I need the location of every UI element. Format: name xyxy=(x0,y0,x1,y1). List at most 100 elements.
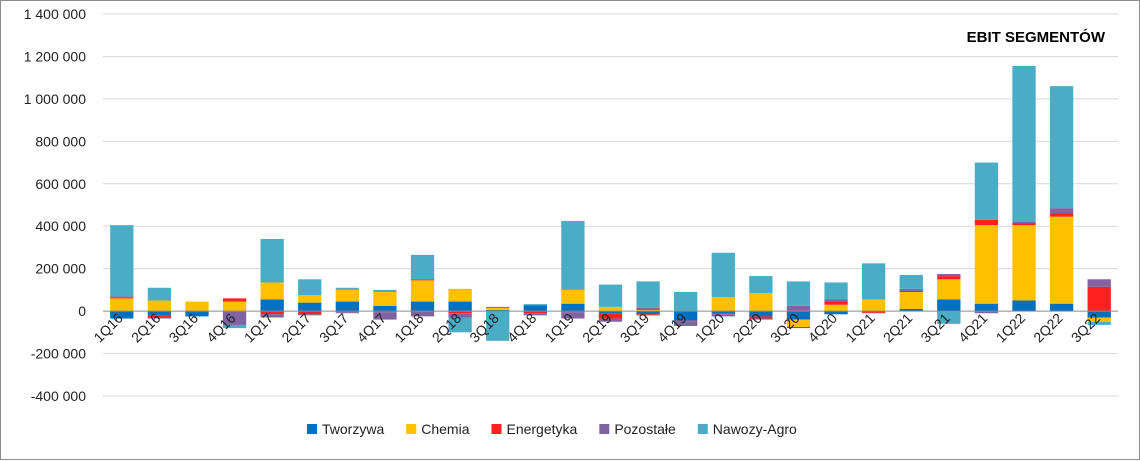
bar-segment xyxy=(636,307,660,311)
y-tick-label: 0 xyxy=(78,303,86,319)
legend-label: Energetyka xyxy=(506,421,577,437)
legend-item: Tworzywa xyxy=(307,421,384,437)
bar-segment xyxy=(974,162,999,220)
bar-segment xyxy=(861,299,886,312)
bar-segment xyxy=(561,311,585,313)
bar-segment xyxy=(185,301,209,312)
bar-segment xyxy=(373,289,397,293)
bar-segment xyxy=(298,311,322,315)
bar-segment xyxy=(711,297,735,312)
bar-segment xyxy=(674,320,698,322)
bar-segment xyxy=(222,324,247,329)
bar-segment xyxy=(937,276,961,280)
bar-segment xyxy=(523,311,547,314)
bar-segment xyxy=(974,225,999,304)
bar-segment xyxy=(899,308,923,312)
bar-segment xyxy=(410,280,435,302)
bar-segment xyxy=(147,311,172,316)
bar-segment xyxy=(448,301,472,312)
legend-swatch xyxy=(406,424,417,434)
legend-swatch xyxy=(491,424,502,434)
bar-segment xyxy=(1087,311,1111,318)
bar-segment xyxy=(1049,213,1074,217)
bar-segment xyxy=(937,279,961,300)
bar-segment xyxy=(185,311,209,317)
bar-segment xyxy=(937,299,961,312)
bar-segment xyxy=(110,311,134,319)
bar-segment xyxy=(298,314,322,316)
bar-segment xyxy=(636,314,660,316)
legend-item: Chemia xyxy=(406,421,470,437)
bar-segment xyxy=(711,252,735,298)
y-tick-label: 800 000 xyxy=(35,133,86,149)
bar-segment xyxy=(260,282,284,300)
bar-segment xyxy=(899,288,923,291)
bar-segment xyxy=(974,219,999,226)
bar-segment xyxy=(711,314,735,317)
x-tick-label: 2Q21 xyxy=(880,310,916,346)
legend-label: Tworzywa xyxy=(322,421,384,437)
bar-segment xyxy=(1049,303,1074,312)
bar-segment xyxy=(260,314,284,318)
y-tick-label: 200 000 xyxy=(35,261,86,277)
bar-segment xyxy=(786,319,811,328)
legend-label: Chemia xyxy=(421,421,469,437)
y-axis-ticks: -400 000 -200 000 0 200 000 400 000 600 000 80… xyxy=(24,6,87,404)
legend-swatch xyxy=(599,424,610,434)
bar-segment xyxy=(861,312,886,314)
bar-segment xyxy=(1087,321,1111,325)
legend-item: Pozostałe xyxy=(599,421,676,437)
bar-segment xyxy=(222,301,247,312)
bar-segment xyxy=(335,301,360,312)
bar-segment xyxy=(147,287,172,301)
bar-segment xyxy=(486,307,510,311)
bar-segment xyxy=(298,279,322,296)
bar-segment xyxy=(824,301,848,305)
y-tick-label: -200 000 xyxy=(31,346,86,362)
bar-segment xyxy=(147,300,172,312)
bar-segment xyxy=(410,311,435,317)
bar-segment xyxy=(899,275,923,289)
bar-segment xyxy=(711,311,735,314)
bar-segment xyxy=(974,303,999,312)
bar-segment xyxy=(486,311,510,341)
bar-segment xyxy=(786,311,811,320)
y-tick-label: -400 000 xyxy=(31,388,86,404)
bar-segment xyxy=(1087,279,1111,287)
y-tick-label: 600 000 xyxy=(35,176,86,192)
bar-segment xyxy=(486,310,510,312)
x-tick-label: 1Q22 xyxy=(993,310,1029,346)
legend-item: Nawozy-Agro xyxy=(697,421,797,437)
bar-segment xyxy=(373,292,397,306)
bar-segment xyxy=(222,311,247,325)
bar-segment xyxy=(824,304,848,312)
legend: Tworzywa Chemia Energetyka Pozostałe Nawozy-… xyxy=(307,421,797,437)
bar-segment xyxy=(1012,223,1036,226)
bar-segment xyxy=(335,289,360,302)
bar-segment xyxy=(1087,286,1111,312)
bar-segment xyxy=(486,306,510,308)
bar-segment xyxy=(373,311,397,313)
bar-segment xyxy=(1087,317,1111,322)
chart-title: EBIT SEGMENTÓW xyxy=(967,28,1106,46)
bar-segment xyxy=(598,306,623,312)
bar-segment xyxy=(636,311,660,315)
x-tick-label: 2Q22 xyxy=(1030,310,1066,346)
bar-segment xyxy=(1049,208,1074,214)
bar-segment xyxy=(598,318,623,322)
bar-segment xyxy=(110,298,134,312)
bar-segment xyxy=(598,313,623,319)
bar-segment xyxy=(410,254,435,280)
bar-segment xyxy=(974,311,999,314)
bar-segment xyxy=(373,305,397,312)
bar-segment xyxy=(937,311,961,324)
bar-segment xyxy=(749,311,773,317)
bar-segment xyxy=(147,317,172,319)
bar-segment xyxy=(110,225,134,297)
bar-segment xyxy=(1012,221,1036,224)
legend-swatch xyxy=(307,424,317,434)
bar-segment xyxy=(1049,86,1074,209)
bar-segment xyxy=(110,297,134,299)
bar-segment xyxy=(410,279,435,281)
